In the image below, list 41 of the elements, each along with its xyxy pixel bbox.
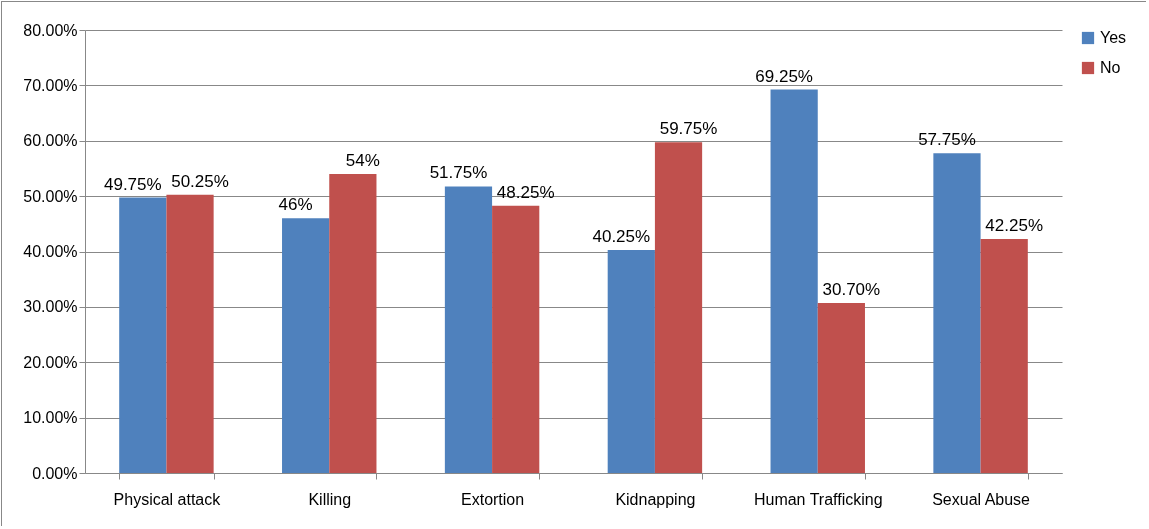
bar bbox=[444, 186, 493, 473]
bar bbox=[607, 250, 655, 473]
bar bbox=[166, 194, 214, 473]
bar bbox=[817, 303, 865, 473]
x-tick-label: Physical attack bbox=[113, 490, 222, 508]
data-label: 40.25% bbox=[592, 227, 651, 247]
data-label: 30.70% bbox=[822, 280, 881, 299]
x-tick-label: Sexual Abuse bbox=[932, 490, 1031, 508]
y-tick-label: 50.00% bbox=[23, 187, 78, 205]
bar bbox=[492, 205, 540, 473]
x-tick-label: Kidnapping bbox=[615, 490, 696, 508]
y-tick-label: 80.00% bbox=[23, 21, 78, 39]
y-tick-label: 60.00% bbox=[23, 132, 78, 150]
bar bbox=[282, 218, 330, 473]
legend-label: No bbox=[1100, 59, 1121, 76]
data-label: 59.75% bbox=[659, 119, 718, 139]
data-label: 49.75% bbox=[103, 174, 162, 194]
bar bbox=[933, 153, 981, 473]
y-tick-label: 0.00% bbox=[32, 464, 78, 482]
x-tick-label: Killing bbox=[308, 490, 352, 508]
x-tick-label: Human Trafficking bbox=[753, 490, 883, 508]
bar bbox=[329, 173, 377, 473]
bar bbox=[119, 197, 167, 473]
y-tick-label: 40.00% bbox=[23, 243, 78, 260]
y-tick-label: 30.00% bbox=[23, 298, 78, 316]
y-tick-label: 70.00% bbox=[23, 76, 78, 94]
legend-label: Yes bbox=[1100, 29, 1127, 46]
data-label: 54% bbox=[345, 150, 380, 170]
bar bbox=[654, 142, 703, 473]
data-label: 46% bbox=[278, 195, 313, 215]
data-label: 51.75% bbox=[429, 163, 488, 183]
bar bbox=[770, 89, 818, 473]
data-label: 50.25% bbox=[171, 171, 229, 191]
data-label: 69.25% bbox=[755, 66, 813, 86]
data-label: 42.25% bbox=[985, 216, 1044, 236]
y-tick-label: 20.00% bbox=[23, 353, 78, 371]
bar bbox=[980, 239, 1028, 473]
data-label: 57.75% bbox=[918, 130, 976, 150]
x-tick-label: Extortion bbox=[461, 490, 525, 508]
data-label: 48.25% bbox=[496, 182, 555, 202]
y-tick-label: 10.00% bbox=[23, 409, 78, 427]
